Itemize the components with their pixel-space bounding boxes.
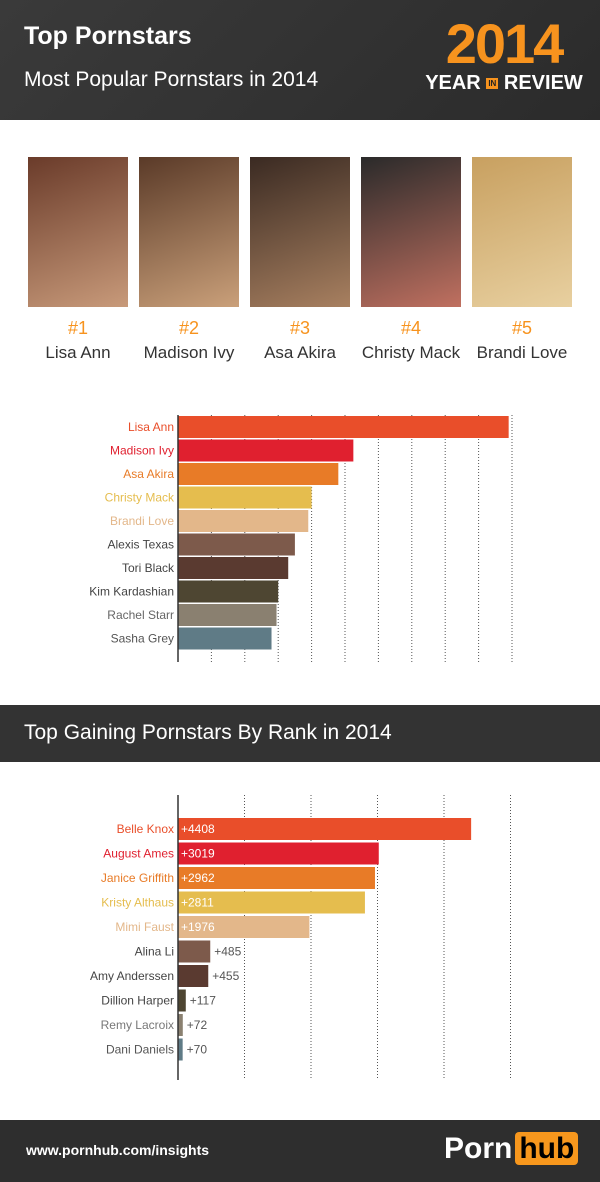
bar: [178, 604, 277, 626]
logo: Porn hub: [444, 1132, 579, 1166]
value-label: +72: [187, 1018, 208, 1032]
category-label: Amy Anderssen: [90, 969, 174, 983]
review-label: REVIEW: [503, 72, 583, 94]
rank-label: #5: [511, 318, 533, 338]
category-label: Rachel Starr: [107, 608, 174, 622]
category-label: Kim Kardashian: [89, 585, 174, 599]
category-label: Kristy Althaus: [101, 896, 174, 910]
value-label: +2811: [181, 896, 214, 910]
bar: [178, 916, 310, 938]
bar: [178, 1014, 183, 1036]
star-name: Asa Akira: [264, 343, 336, 362]
bar: [178, 557, 289, 579]
year: 2014: [445, 12, 565, 75]
category-label: Mimi Faust: [115, 920, 174, 934]
bar: [178, 510, 309, 532]
section-band: Top Gaining Pornstars By Rank in 2014: [0, 705, 600, 762]
value-label: +4408: [181, 822, 215, 836]
bar: [178, 533, 295, 556]
category-label: Tori Black: [122, 561, 175, 575]
category-label: Janice Griffith: [101, 871, 174, 885]
value-label: +485: [214, 945, 241, 959]
value-label: +3019: [181, 847, 215, 861]
rank-label: #3: [289, 318, 311, 338]
star-name: Lisa Ann: [45, 343, 111, 362]
bar: [178, 965, 209, 987]
rank-label: #4: [400, 318, 422, 338]
category-label: Sasha Grey: [111, 632, 174, 646]
bar: [178, 989, 186, 1012]
gaining-chart: Belle Knox +4408 August Ames +3019 Janice Gr…: [90, 795, 511, 1080]
section-title: Top Gaining Pornstars By Rank in 2014: [24, 721, 392, 744]
bar: [178, 1038, 183, 1061]
category-label: Belle Knox: [117, 822, 174, 836]
category-label: Lisa Ann: [128, 420, 174, 434]
bar: [178, 867, 375, 889]
bar: [178, 416, 509, 438]
insights-link[interactable]: www.pornhub.com/insights: [26, 1142, 210, 1158]
page-subtitle: Most Popular Pornstars in 2014: [24, 68, 319, 91]
footer: www.pornhub.com/insights: [0, 1120, 600, 1182]
photo: [28, 157, 128, 307]
photo: [472, 157, 572, 307]
category-label: Madison Ivy: [110, 444, 174, 458]
star-name: Christy Mack: [361, 343, 461, 362]
value-label: +455: [212, 969, 239, 983]
bar: [178, 842, 379, 865]
category-label: Asa Akira: [123, 467, 174, 481]
value-label: +70: [187, 1043, 208, 1057]
category-label: Dani Daniels: [106, 1043, 174, 1057]
photo: [361, 157, 461, 307]
category-label: Dillion Harper: [101, 994, 174, 1008]
photo: [250, 157, 350, 307]
category-label: Alexis Texas: [108, 538, 174, 552]
star-name: Madison Ivy: [143, 343, 235, 362]
year-label: YEAR: [425, 72, 481, 94]
photo: [139, 157, 239, 307]
header: Top Pornstars Most Popular Pornstars in …: [0, 0, 600, 120]
year-in-review-badge: 2014 YEAR IN REVIEW: [424, 12, 584, 95]
rank-label: #1: [67, 318, 89, 338]
category-label: Alina Li: [135, 945, 174, 959]
value-label: +2962: [181, 871, 215, 885]
page-title: Top Pornstars: [24, 22, 192, 50]
bar: [178, 439, 354, 462]
bar: [178, 463, 339, 485]
bar: [178, 580, 279, 603]
value-label: +1976: [181, 920, 215, 934]
bar: [178, 818, 472, 840]
bar: [178, 627, 272, 650]
category-label: Christy Mack: [105, 491, 175, 505]
in-label: IN: [486, 78, 499, 90]
category-label: Remy Lacroix: [101, 1018, 174, 1032]
bar: [178, 940, 211, 963]
category-label: August Ames: [103, 847, 174, 861]
popular-chart: Lisa Ann Madison Ivy Asa Akira Christy Mack…: [89, 415, 513, 662]
category-label: Brandi Love: [110, 514, 174, 528]
rank-label: #2: [178, 318, 200, 338]
star-name: Brandi Love: [476, 343, 568, 362]
bar: [178, 891, 365, 914]
bar: [178, 486, 312, 509]
value-label: +117: [190, 994, 216, 1008]
